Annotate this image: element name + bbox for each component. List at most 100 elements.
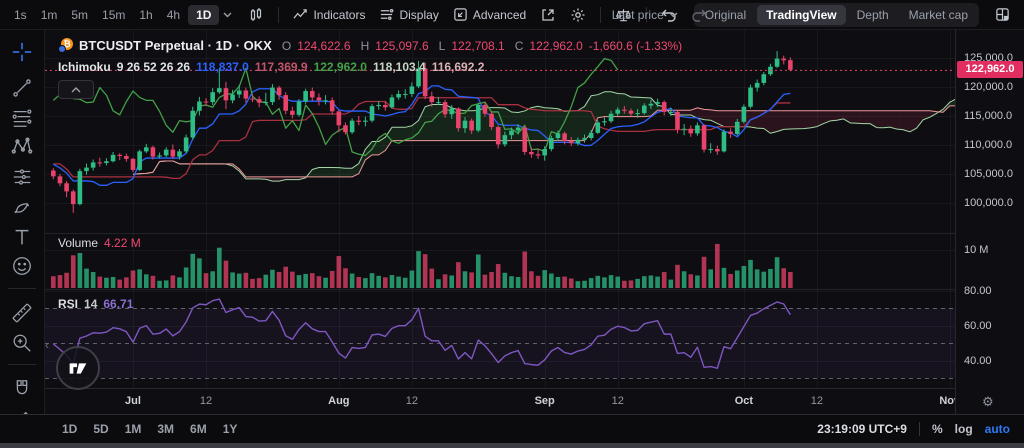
rsi-value: 66.71 bbox=[103, 297, 134, 311]
time-tick-label: 12 bbox=[810, 395, 824, 407]
zoom-in-tool-icon[interactable] bbox=[11, 332, 33, 354]
brush-tool-icon[interactable] bbox=[11, 196, 33, 218]
crosshair-tool-icon[interactable] bbox=[11, 41, 33, 63]
magnet-tool-icon[interactable] bbox=[11, 378, 33, 400]
text-tool-icon[interactable] bbox=[11, 226, 33, 248]
time-tick-label: 12 bbox=[405, 395, 418, 407]
price-tick-label: 120,000.0 bbox=[964, 81, 1013, 93]
display-button[interactable]: Display bbox=[373, 4, 444, 25]
symbol-title[interactable]: BTCUSDT Perpetual · 1D · OKX bbox=[79, 38, 272, 53]
time-tick-label: 12 bbox=[611, 395, 624, 407]
indicators-label: Indicators bbox=[313, 7, 366, 22]
timeframe-1m-button[interactable]: 1m bbox=[40, 7, 58, 22]
settings-gear-icon[interactable] bbox=[564, 4, 592, 26]
time-tick-label: Jul bbox=[125, 395, 141, 407]
advanced-label: Advanced bbox=[472, 7, 527, 22]
timeframe-1h-button[interactable]: 1h bbox=[139, 7, 153, 22]
timeframe-dropdown-chevron-icon[interactable] bbox=[221, 9, 234, 21]
volume-legend-row[interactable]: Volume 4.22 M bbox=[58, 236, 141, 250]
rsi-legend-row[interactable]: RSI 14 66.71 bbox=[58, 297, 133, 311]
undo-icon[interactable] bbox=[655, 5, 683, 25]
legend-collapse-button[interactable] bbox=[58, 80, 94, 99]
log-scale-button[interactable]: log bbox=[954, 422, 973, 436]
close-label: C bbox=[514, 38, 524, 53]
layout-grid-icon[interactable] bbox=[989, 4, 1016, 25]
ichimoku-kijun-value: 117,369.9 bbox=[254, 60, 308, 74]
advanced-button[interactable]: Advanced bbox=[447, 4, 532, 25]
price-axis[interactable]: 122,962.0 ⚙ 125,000.0 120,000.0 115,000.0 1… bbox=[955, 30, 1024, 414]
price-tick-label: 115,000.0 bbox=[964, 110, 1013, 122]
redo-icon[interactable] bbox=[685, 5, 713, 25]
range-1M-button[interactable]: 1M bbox=[124, 422, 142, 436]
share-snapshot-icon[interactable] bbox=[534, 4, 562, 26]
volume-tick-label: 10 M bbox=[964, 244, 989, 256]
tradingview-watermark-logo bbox=[56, 346, 100, 390]
ruler-measure-tool-icon[interactable] bbox=[11, 302, 33, 324]
indicators-button[interactable]: Indicators bbox=[287, 4, 371, 25]
timeframe-row: 1s 1m 5m 15m 1h 4h bbox=[8, 5, 186, 25]
view-tab-market-cap[interactable]: Market cap bbox=[908, 7, 968, 22]
toolbar-separator bbox=[918, 422, 920, 436]
range-6M-button[interactable]: 6M bbox=[190, 422, 207, 436]
timeframe-1s-button[interactable]: 1s bbox=[14, 7, 27, 22]
high-value: 125,097.6 bbox=[375, 38, 429, 53]
timeframe-active-button[interactable]: 1D bbox=[188, 4, 220, 25]
fib-retracement-tool-icon[interactable] bbox=[11, 107, 33, 129]
rsi-tick-label: 80.00 bbox=[964, 284, 992, 297]
btc-coin-icon: ₿ bbox=[58, 38, 73, 53]
time-tick-label: Aug bbox=[328, 395, 350, 407]
percent-scale-button[interactable]: % bbox=[931, 422, 943, 436]
sidebar-divider bbox=[8, 364, 36, 365]
last-price-tag: 122,962.0 bbox=[957, 61, 1023, 79]
time-tick-label: 12 bbox=[199, 395, 213, 407]
open-value: 124,622.6 bbox=[297, 38, 351, 53]
bottom-toolbar: 1D 5D 1M 3M 6M 1Y 23:19:09 UTC+9 % log auto bbox=[0, 414, 1024, 443]
chart-plot-area[interactable]: ₿ BTCUSDT Perpetual · 1D · OKX O 124,622.… bbox=[45, 30, 955, 414]
scale-compare-icon[interactable] bbox=[609, 4, 638, 26]
timeframe-5m-button[interactable]: 5m bbox=[71, 7, 89, 22]
rsi-tick-label: 60.00 bbox=[964, 319, 992, 332]
bottom-resize-strip[interactable] bbox=[0, 443, 1024, 448]
axis-settings-gear-icon[interactable]: ⚙ bbox=[982, 394, 994, 409]
view-tab-depth[interactable]: Depth bbox=[856, 7, 889, 22]
ichimoku-legend-row[interactable]: Ichimoku 9 26 52 26 26 118,837.0 117,369… bbox=[58, 60, 484, 74]
view-tab-group: Original TradingView Depth Market cap bbox=[693, 2, 979, 27]
clock-timezone[interactable]: 23:19:09 UTC+9 bbox=[817, 422, 907, 436]
toolbar-separator bbox=[600, 6, 602, 23]
timeframe-4h-button[interactable]: 4h bbox=[166, 7, 181, 22]
range-1D-button[interactable]: 1D bbox=[62, 422, 78, 436]
view-tab-tradingview[interactable]: TradingView bbox=[757, 4, 846, 25]
display-label: Display bbox=[399, 7, 439, 22]
sidebar-collapse-chevron-icon[interactable]: ‹ bbox=[45, 338, 49, 352]
last-price-dropdown[interactable]: Last price bbox=[606, 5, 684, 25]
ichimoku-tenkan-value: 118,837.0 bbox=[196, 60, 249, 74]
time-tick-label: Sep bbox=[534, 395, 555, 407]
long-short-position-tool-icon[interactable] bbox=[11, 166, 33, 188]
range-1Y-button[interactable]: 1Y bbox=[222, 422, 238, 436]
price-tick-label: 125,000.0 bbox=[964, 52, 1013, 64]
volume-value: 4.22 M bbox=[104, 236, 141, 250]
ichimoku-chikou-value: 122,962.0 bbox=[313, 60, 367, 74]
range-3M-button[interactable]: 3M bbox=[157, 422, 175, 436]
view-tab-original[interactable]: Original bbox=[704, 7, 747, 22]
range-button-row: 1D 5D 1M 3M 6M 1Y bbox=[62, 422, 253, 436]
range-5D-button[interactable]: 5D bbox=[93, 422, 109, 436]
drawing-tools-sidebar bbox=[0, 30, 45, 448]
auto-scale-button[interactable]: auto bbox=[984, 422, 1010, 436]
time-axis[interactable]: Jul 12 Aug 12 Sep 12 Oct 12 Nov bbox=[45, 388, 955, 414]
xabcd-pattern-tool-icon[interactable] bbox=[11, 135, 33, 157]
chart-style-candles-icon[interactable] bbox=[242, 4, 270, 26]
toolbar-separator bbox=[278, 6, 280, 23]
volume-label: Volume bbox=[58, 236, 99, 250]
price-tick-label: 100,000.0 bbox=[964, 197, 1013, 209]
emoji-tool-icon[interactable] bbox=[11, 255, 33, 277]
price-tick-label: 105,000.0 bbox=[964, 168, 1013, 180]
price-chart-canvas[interactable] bbox=[45, 30, 955, 388]
time-tick-label: Oct bbox=[734, 395, 754, 407]
ichimoku-senkou-a-value: 118,103.4 bbox=[372, 60, 426, 74]
sidebar-divider bbox=[8, 288, 36, 289]
last-price-label: Last price bbox=[611, 7, 664, 22]
timeframe-15m-button[interactable]: 15m bbox=[102, 7, 126, 22]
trend-line-tool-icon[interactable] bbox=[11, 77, 33, 99]
